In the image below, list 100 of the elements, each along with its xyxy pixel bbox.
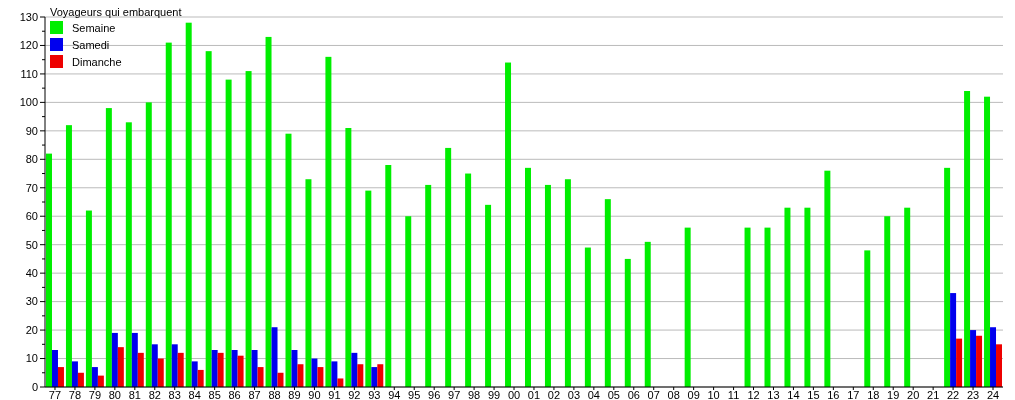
x-tick-label: 87 [248,389,261,400]
bar [117,347,124,387]
bar [325,56,332,387]
x-tick-label: 78 [68,389,82,400]
x-tick-label: 82 [148,389,161,400]
bar [544,184,551,387]
bar [71,361,78,387]
x-tick-label: 80 [108,389,121,400]
bar [345,128,352,387]
x-tick-label: 88 [268,389,281,400]
bar [217,352,224,387]
x-tick-label: 91 [328,389,341,400]
bar [385,165,392,387]
bar [744,227,751,387]
x-tick-label: 02 [547,389,561,400]
bar [964,91,971,387]
bar [65,125,72,387]
bar [365,190,372,387]
bar [265,36,272,387]
bar [505,62,512,387]
bar [984,96,991,387]
bar [804,207,811,387]
x-tick-label: 18 [867,389,880,400]
bar [271,327,278,387]
bar [970,330,977,387]
y-tick-label: 90 [25,124,38,137]
bar [525,167,531,387]
bar [46,153,52,387]
y-tick-label: 130 [19,10,38,23]
x-tick-label: 97 [448,389,461,400]
bar [884,216,891,387]
x-tick-label: 77 [48,389,62,400]
bar [996,344,1002,387]
x-tick-label: 15 [807,389,820,400]
y-tick-label: 30 [25,295,38,308]
bar [251,350,258,387]
x-tick-label: 14 [787,389,800,400]
x-tick-label: 17 [847,389,860,400]
x-tick-label: 11 [727,389,740,400]
bar [157,358,164,387]
bar [237,355,244,387]
bar [950,293,957,387]
x-tick-label: 85 [208,389,221,400]
bar [297,364,304,387]
x-tick-label: 19 [887,389,900,400]
y-tick-label: 60 [25,210,38,223]
x-tick-label: 03 [567,389,581,400]
bar [377,364,384,387]
y-tick-label: 20 [25,323,38,336]
bar [371,367,378,387]
x-tick-label: 94 [388,389,401,400]
bar [824,170,831,387]
x-tick-label: 06 [627,389,640,400]
bar [956,338,963,387]
bar [91,367,98,387]
legend-label: Dimanche [72,55,122,68]
x-tick-label: 12 [747,389,760,400]
bar [990,327,997,387]
y-tick-label: 10 [25,352,38,365]
bar [604,199,611,387]
bar [564,179,571,387]
bar [337,378,344,387]
x-tick-label: 81 [128,389,141,400]
bar [205,51,212,387]
y-tick-label: 80 [25,153,38,166]
y-tick-label: 70 [25,181,38,194]
bar [445,147,452,387]
bar [425,184,432,387]
x-tick-label: 22 [946,389,960,400]
bar [864,250,871,387]
x-tick-label: 83 [168,389,181,400]
bar [944,167,951,387]
bar [225,79,232,387]
bar [105,108,112,387]
bar [131,332,138,387]
y-tick-label: 120 [19,39,38,52]
bar [177,352,184,387]
bar [257,367,264,387]
y-tick-label: 100 [19,96,38,109]
y-tick-label: 50 [25,238,38,251]
x-tick-label: 24 [986,389,1000,400]
bar [125,122,132,387]
x-tick-label: 07 [647,389,660,400]
bar [77,372,84,387]
bar [405,216,412,387]
bar [904,207,911,387]
x-tick-label: 86 [228,389,241,400]
x-tick-label: 01 [527,389,541,400]
bar [277,372,284,387]
bar [291,350,298,387]
bar [465,173,472,387]
bar [197,369,204,387]
bar [145,102,152,387]
bar [784,207,791,387]
bar [171,344,178,387]
legend-label: Semaine [72,21,116,34]
bar [317,367,324,387]
bar [57,367,64,387]
bar [151,344,158,387]
y-tick-label: 0 [31,380,38,393]
